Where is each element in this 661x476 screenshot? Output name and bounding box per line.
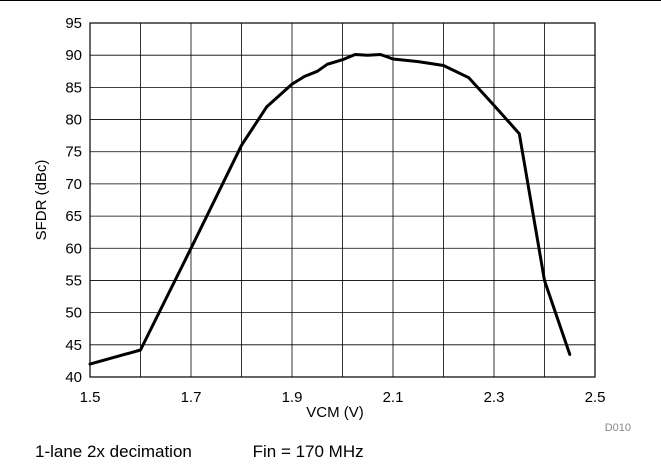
y-tick-label: 90: [65, 47, 82, 64]
x-tick-label: 1.7: [181, 389, 202, 406]
y-tick-label: 60: [65, 240, 82, 257]
y-tick-labels: 40 45 50 55 60 65 70 75 80 85 90 95: [65, 15, 82, 386]
x-tick-label: 2.1: [383, 389, 404, 406]
x-tick-label: 1.9: [282, 389, 303, 406]
caption-right: Fin = 170 MHz: [252, 442, 364, 461]
x-tick-labels: 1.5 1.7 1.9 2.1 2.3 2.5: [80, 389, 606, 406]
figure-id: D010: [605, 422, 631, 434]
sfdr-vs-vcm-chart: 40 45 50 55 60 65 70 75 80 85 90 95 1.5 1.7 1.9 2.1 2.3…: [33, 15, 631, 434]
y-tick-label: 95: [65, 15, 82, 32]
y-axis-label: SFDR (dBc): [33, 160, 50, 241]
y-tick-label: 65: [65, 208, 82, 225]
y-tick-label: 45: [65, 337, 82, 354]
x-tick-label: 2.3: [484, 389, 505, 406]
plot-frame: [89, 22, 596, 378]
caption: 1-lane 2x decimation Fin = 170 MHz: [35, 442, 364, 462]
caption-left: 1-lane 2x decimation: [35, 442, 192, 461]
series-line: [88, 53, 572, 366]
y-tick-label: 50: [65, 305, 82, 322]
y-tick-label: 85: [65, 79, 82, 96]
series-layer: [88, 53, 572, 366]
y-tick-label: 70: [65, 176, 82, 193]
y-tick-label: 80: [65, 112, 82, 129]
top-rule: [0, 0, 661, 1]
y-tick-label: 40: [65, 369, 82, 386]
x-axis-label: VCM (V): [306, 404, 364, 421]
x-tick-label: 1.5: [80, 389, 101, 406]
y-tick-label: 55: [65, 272, 82, 289]
grid: [90, 23, 595, 377]
y-tick-label: 75: [65, 144, 82, 161]
x-tick-label: 2.5: [585, 389, 606, 406]
